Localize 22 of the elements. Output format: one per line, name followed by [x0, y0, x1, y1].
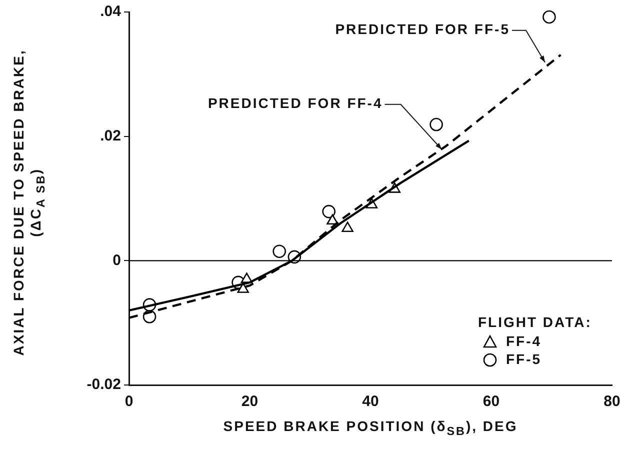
- y-tick-label: .04: [100, 3, 122, 20]
- x-tick-label: 40: [362, 393, 379, 410]
- x-axis-title: SPEED BRAKE POSITION (δ$_{SB}$), DEG: [222, 418, 519, 440]
- legend-label: FF-4: [506, 332, 542, 349]
- legend-title: FLIGHT DATA:: [478, 314, 592, 330]
- point: [326, 214, 338, 225]
- point: [272, 244, 286, 258]
- legend-label: FF-5: [506, 350, 542, 367]
- x-tick-label: 80: [604, 393, 620, 410]
- y-tick-label: .02: [100, 127, 121, 144]
- x-tick-label: 0: [124, 393, 134, 410]
- y-tick-label: -0.02: [86, 376, 121, 394]
- x-tick-label: 20: [241, 393, 258, 410]
- point: [237, 282, 249, 293]
- annotation: PREDICTED FOR FF-5: [335, 21, 510, 38]
- y-tick-label: 0: [112, 252, 121, 269]
- annotation: PREDICTED FOR FF-4: [208, 95, 383, 112]
- point: [342, 222, 354, 232]
- point: [322, 204, 336, 218]
- x-tick-label: 60: [482, 393, 500, 410]
- point: [430, 118, 443, 132]
- point: [542, 10, 556, 24]
